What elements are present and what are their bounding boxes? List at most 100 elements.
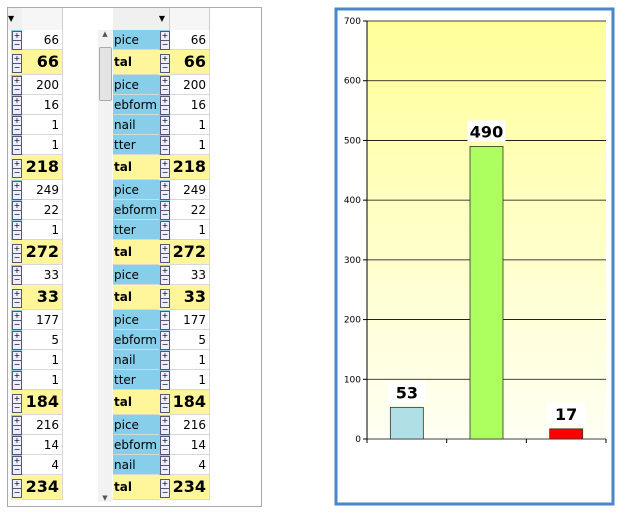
expand-toggle[interactable]: + − <box>159 155 170 180</box>
expand-toggle[interactable]: + − <box>159 115 170 135</box>
value-cell: 1 <box>170 350 210 370</box>
label-cell: tter <box>113 220 160 240</box>
expand-toggle[interactable]: + − <box>159 330 170 350</box>
expand-toggle[interactable]: + − <box>159 200 170 220</box>
expand-toggle[interactable]: + − <box>11 115 22 135</box>
expand-toggle[interactable]: + − <box>11 135 22 155</box>
y-tick-label: 300 <box>344 256 361 266</box>
expand-toggle[interactable]: + − <box>159 285 170 310</box>
expand-toggle[interactable]: + − <box>11 265 22 285</box>
expand-toggle[interactable]: + − <box>11 390 22 415</box>
value-label-bg <box>547 402 586 424</box>
y-tick-label: 400 <box>344 196 361 206</box>
expand-toggle[interactable]: + − <box>11 475 22 500</box>
value-cell: 216 <box>22 415 63 435</box>
expand-toggle[interactable]: + − <box>159 220 170 240</box>
expand-toggle[interactable]: + − <box>159 435 170 455</box>
value-cell: 16 <box>170 95 210 115</box>
expand-toggle[interactable]: + − <box>159 310 170 330</box>
expand-toggle[interactable]: + − <box>11 180 22 200</box>
expand-toggle[interactable]: + − <box>159 50 170 75</box>
expand-toggle[interactable]: + − <box>11 240 22 265</box>
value-cell: 184 <box>22 390 63 415</box>
label-cell: ebform <box>113 200 160 220</box>
value-cell: 1 <box>22 370 63 390</box>
expand-toggle[interactable]: + − <box>11 455 22 475</box>
expand-toggle[interactable]: + − <box>159 30 170 50</box>
label-cell: tter <box>113 370 160 390</box>
expand-toggle[interactable]: + − <box>159 75 170 95</box>
header-dropdown[interactable]: ▼ <box>113 8 170 30</box>
value-cell: 33 <box>170 265 210 285</box>
label-cell: tter <box>113 135 160 155</box>
value-cell: 5 <box>170 330 210 350</box>
scroll-up[interactable]: ▲ <box>102 30 108 38</box>
expand-toggle[interactable]: + − <box>11 370 22 390</box>
header-cell <box>170 8 210 31</box>
value-cell: 22 <box>22 200 63 220</box>
expand-toggle[interactable]: + − <box>159 370 170 390</box>
label-cell: tal <box>113 285 160 310</box>
expand-toggle[interactable]: + − <box>11 220 22 240</box>
plot-area <box>367 21 606 439</box>
label-cell: pice <box>113 310 160 330</box>
expand-toggle[interactable]: + − <box>11 350 22 370</box>
value-cell: 1 <box>170 220 210 240</box>
scroll-thumb[interactable] <box>99 47 112 101</box>
header-dropdown[interactable]: ▼ <box>8 8 23 30</box>
label-cell: tal <box>113 390 160 415</box>
expand-toggle[interactable]: + − <box>159 95 170 115</box>
scrollbar[interactable]: ▲ ▼ <box>98 30 112 502</box>
bar <box>549 428 584 440</box>
value-cell: 177 <box>170 310 210 330</box>
expand-toggle[interactable]: + − <box>11 285 22 310</box>
value-cell: 16 <box>22 95 63 115</box>
label-cell: nail <box>113 455 160 475</box>
label-cell: ebform <box>113 330 160 350</box>
bar <box>469 145 504 440</box>
y-tick-label: 200 <box>344 316 361 326</box>
expand-toggle[interactable]: + − <box>159 240 170 265</box>
expand-toggle[interactable]: + − <box>159 475 170 500</box>
label-cell: pice <box>113 180 160 200</box>
label-cell: tal <box>113 50 160 75</box>
value-cell: 200 <box>170 75 210 95</box>
value-cell: 249 <box>22 180 63 200</box>
value-cell: 218 <box>170 155 210 180</box>
expand-toggle[interactable]: + − <box>11 95 22 115</box>
value-cell: 66 <box>170 30 210 50</box>
chart-frame <box>334 7 615 506</box>
expand-toggle[interactable]: + − <box>159 265 170 285</box>
expand-toggle[interactable]: + − <box>11 50 22 75</box>
value-cell: 33 <box>170 285 210 310</box>
expand-toggle[interactable]: + − <box>11 330 22 350</box>
label-cell: tal <box>113 155 160 180</box>
expand-toggle[interactable]: + − <box>11 310 22 330</box>
value-cell: 272 <box>22 240 63 265</box>
expand-toggle[interactable]: + − <box>159 390 170 415</box>
value-label: 53 <box>396 383 418 402</box>
value-cell: 177 <box>22 310 63 330</box>
expand-toggle[interactable]: + − <box>11 200 22 220</box>
value-cell: 66 <box>22 30 63 50</box>
expand-toggle[interactable]: + − <box>11 30 22 50</box>
expand-toggle[interactable]: + − <box>11 415 22 435</box>
expand-toggle[interactable]: + − <box>159 350 170 370</box>
label-cell: pice <box>113 415 160 435</box>
y-tick-label: 600 <box>344 77 361 87</box>
expand-toggle[interactable]: + − <box>11 155 22 180</box>
expand-toggle[interactable]: + − <box>11 75 22 95</box>
expand-toggle[interactable]: + − <box>159 180 170 200</box>
value-cell: 66 <box>22 50 63 75</box>
expand-toggle[interactable]: + − <box>159 415 170 435</box>
value-cell: 4 <box>22 455 63 475</box>
expand-toggle[interactable]: + − <box>159 135 170 155</box>
label-cell: pice <box>113 75 160 95</box>
expand-toggle[interactable]: + − <box>159 455 170 475</box>
grid-panel <box>7 7 262 507</box>
value-cell: 33 <box>22 285 63 310</box>
value-label-bg <box>467 120 506 142</box>
scroll-down[interactable]: ▼ <box>102 494 108 502</box>
expand-toggle[interactable]: + − <box>11 435 22 455</box>
